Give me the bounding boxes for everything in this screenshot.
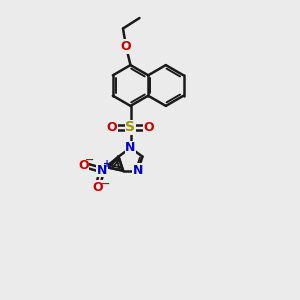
Text: O: O [92,181,103,194]
Text: N: N [133,164,143,177]
Text: −: − [101,179,111,189]
Text: S: S [125,121,136,134]
Text: +: + [103,158,112,169]
Text: O: O [121,40,131,53]
Text: N: N [125,141,136,154]
Text: N: N [97,164,107,177]
Text: O: O [144,121,154,134]
Text: O: O [106,121,117,134]
Text: −: − [85,154,95,165]
Text: O: O [78,159,89,172]
